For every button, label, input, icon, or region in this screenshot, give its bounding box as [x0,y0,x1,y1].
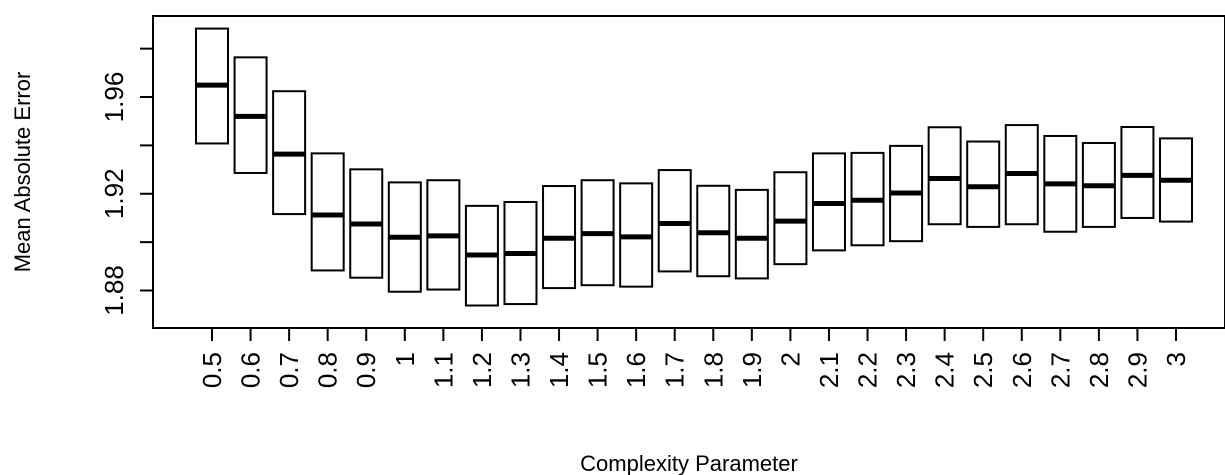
box-2.9 [1120,126,1155,219]
x-tick-label: 3 [1161,352,1191,366]
x-tick-label: 2.3 [891,352,921,388]
x-tick-label: 0.8 [313,352,343,388]
x-tick-label: 2.8 [1084,352,1114,388]
box-0.8 [310,152,345,272]
x-tick-label: 2.7 [1045,352,1075,388]
x-tick-label: 0.7 [274,352,304,388]
x-tick-label: 1.5 [583,352,613,388]
x-axis-label: Complexity Parameter [580,451,798,475]
x-tick-label: 1.3 [505,352,535,388]
x-tick-label: 1.9 [737,352,767,388]
box-2 [773,171,808,266]
x-tick-label: 0.9 [351,352,381,388]
x-tick-label: 0.6 [236,352,266,388]
box-1.7 [657,169,692,273]
x-tick-label: 2 [775,352,805,366]
box-1.9 [734,188,769,280]
x-tick-label: 1.7 [660,352,690,388]
y-tick-label: 1.88 [99,265,129,316]
y-axis-label: Mean Absolute Error [10,72,35,273]
x-tick-label: 2.1 [814,352,844,388]
y-axis: 1.88 1.92 1.96 [99,47,154,316]
x-tick-label: 0.5 [197,352,227,388]
x-tick-label: 1.4 [544,352,574,388]
y-tick-label: 1.92 [99,168,129,219]
box-2.5 [966,140,1001,228]
y-tick-label: 1.96 [99,72,129,123]
x-tick-label: 2.9 [1122,352,1152,388]
box-2.4 [927,126,962,226]
x-axis: 0.5 0.6 0.7 0.8 0.9 1 1.1 1.2 1.3 1.4 1.5 1.6 1.7 1.8… [197,327,1191,388]
x-tick-label: 1 [390,352,420,366]
x-tick-label: 2.5 [968,352,998,388]
boxes-group [195,27,1193,307]
x-tick-label: 1.1 [428,352,458,388]
x-tick-label: 1.6 [621,352,651,388]
x-tick-label: 2.2 [853,352,883,388]
x-tick-label: 1.2 [467,352,497,388]
x-tick-label: 2.4 [930,352,960,388]
x-tick-label: 1.8 [698,352,728,388]
x-tick-label: 2.6 [1007,352,1037,388]
plot-frame [152,15,1225,329]
